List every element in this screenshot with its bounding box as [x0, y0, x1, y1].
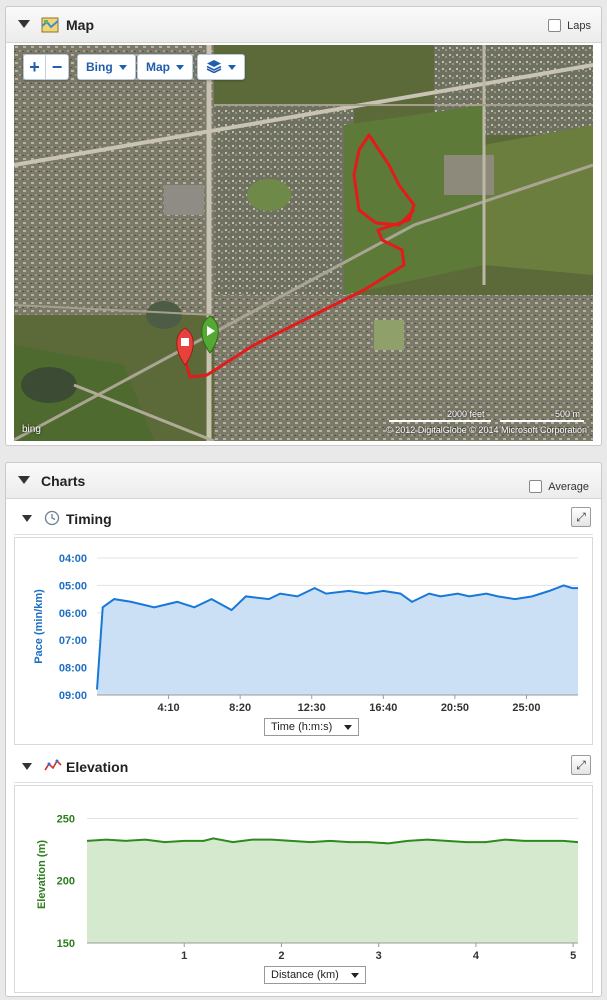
- bing-logo: bing: [22, 424, 41, 435]
- expand-icon[interactable]: ⤢: [571, 507, 591, 527]
- collapse-triangle-icon[interactable]: [22, 515, 32, 522]
- charts-panel-header: Charts Average: [6, 463, 601, 499]
- pace-x-tick-label: 25:00: [512, 702, 540, 714]
- timing-header: Timing ⤢: [14, 501, 593, 535]
- chevron-down-icon: [350, 972, 359, 978]
- pace-y-axis-label: Pace (min/km): [33, 589, 45, 664]
- elevation-axis-select[interactable]: Distance (km): [264, 966, 366, 984]
- elevation-axis-select-label: Distance (km): [271, 969, 339, 981]
- layers-icon: [206, 59, 222, 76]
- zoom-out-button[interactable]: −: [51, 56, 63, 77]
- charts-panel: Charts Average Timing ⤢ 04:00 05:00 06:00 0…: [5, 462, 602, 997]
- elevation-icon: [44, 758, 62, 779]
- map-icon: [41, 16, 59, 34]
- start-marker-icon[interactable]: [201, 315, 219, 354]
- route-path: [184, 133, 416, 379]
- elevation-chart: 150 200 250 1 2 3 4 5 Elevation (m) Distance (km…: [14, 785, 593, 993]
- elevation-y-tick-label: 200: [57, 876, 75, 888]
- pace-y-tick-label: 09:00: [59, 690, 87, 702]
- imagery-dropdown[interactable]: Bing: [77, 54, 136, 80]
- elevation-header: Elevation ⤢: [14, 749, 593, 783]
- map-type-dropdown[interactable]: Map: [137, 54, 193, 80]
- finish-marker-icon[interactable]: [176, 327, 194, 366]
- elevation-x-tick-label: 4: [473, 950, 480, 962]
- imagery-dropdown-label: Bing: [86, 60, 113, 74]
- elevation-x-tick-label: 2: [278, 950, 284, 962]
- timing-axis-select[interactable]: Time (h:m:s): [264, 718, 360, 736]
- elevation-area: [87, 838, 578, 943]
- pace-chart-svg: 04:00 05:00 06:00 07:00 08:00 09:00 4:10 8:20 12…: [33, 553, 578, 714]
- scale-meters: 500 m: [555, 409, 581, 419]
- elevation-x-tick-label: 1: [181, 950, 187, 962]
- collapse-triangle-icon[interactable]: [18, 476, 30, 484]
- charts-panel-title: Charts: [41, 473, 86, 489]
- elevation-line: [86, 837, 579, 845]
- scale-feet: 2000 feet: [447, 409, 485, 419]
- timing-chart: 04:00 05:00 06:00 07:00 08:00 09:00 4:10 8:20 12…: [14, 537, 593, 745]
- map-panel-header: Map Laps: [6, 7, 601, 43]
- map-panel: Map Laps: [5, 6, 602, 446]
- pace-y-tick-label: 04:00: [59, 553, 87, 565]
- laps-label: Laps: [567, 19, 591, 32]
- timing-title: Timing: [66, 511, 112, 527]
- elevation-y-tick-label: 150: [57, 938, 75, 950]
- collapse-triangle-icon[interactable]: [22, 763, 32, 770]
- map-copyright: © 2012 DigitalGlobe © 2014 Microsoft Cor…: [386, 425, 587, 435]
- map-panel-title: Map: [66, 17, 94, 33]
- pace-area: [97, 585, 578, 695]
- chevron-down-icon: [228, 64, 236, 70]
- collapse-triangle-icon[interactable]: [18, 20, 30, 28]
- elevation-y-axis-label: Elevation (m): [36, 840, 48, 909]
- elevation-title: Elevation: [66, 759, 129, 775]
- pace-x-tick-label: 20:50: [441, 702, 469, 714]
- chevron-down-icon: [176, 64, 184, 70]
- pace-x-tick-label: 4:10: [158, 702, 180, 714]
- zoom-control: + −: [23, 54, 69, 80]
- expand-icon[interactable]: ⤢: [571, 755, 591, 775]
- elevation-x-tick-label: 5: [570, 950, 576, 962]
- layers-dropdown[interactable]: [197, 54, 245, 80]
- zoom-in-button[interactable]: +: [24, 55, 46, 79]
- pace-y-tick-label: 07:00: [59, 635, 87, 647]
- average-toggle[interactable]: Average: [529, 480, 589, 493]
- elevation-y-tick-label: 250: [57, 813, 75, 825]
- pace-x-tick-label: 12:30: [298, 702, 326, 714]
- pace-line: [96, 584, 578, 690]
- laps-toggle[interactable]: Laps: [548, 19, 591, 32]
- chevron-down-icon: [118, 64, 127, 70]
- average-checkbox[interactable]: [529, 480, 543, 493]
- elevation-x-tick-label: 3: [376, 950, 382, 962]
- map-type-dropdown-label: Map: [146, 60, 170, 74]
- pace-y-tick-label: 06:00: [59, 608, 87, 620]
- pace-x-tick-label: 8:20: [229, 702, 251, 714]
- elevation-chart-svg: 150 200 250 1 2 3 4 5 Elevation (m): [36, 813, 579, 962]
- timing-axis-select-label: Time (h:m:s): [271, 721, 333, 733]
- pace-y-tick-label: 08:00: [59, 663, 87, 675]
- satellite-map: [14, 45, 593, 441]
- average-label: Average: [548, 480, 589, 493]
- clock-icon: [44, 510, 60, 531]
- pace-x-tick-label: 16:40: [369, 702, 397, 714]
- pace-y-tick-label: 05:00: [59, 580, 87, 592]
- map-view[interactable]: + − Bing Map 2000 feet 500 m © 2012 Digi…: [14, 45, 593, 441]
- chevron-down-icon: [344, 724, 353, 730]
- laps-checkbox[interactable]: [548, 19, 562, 32]
